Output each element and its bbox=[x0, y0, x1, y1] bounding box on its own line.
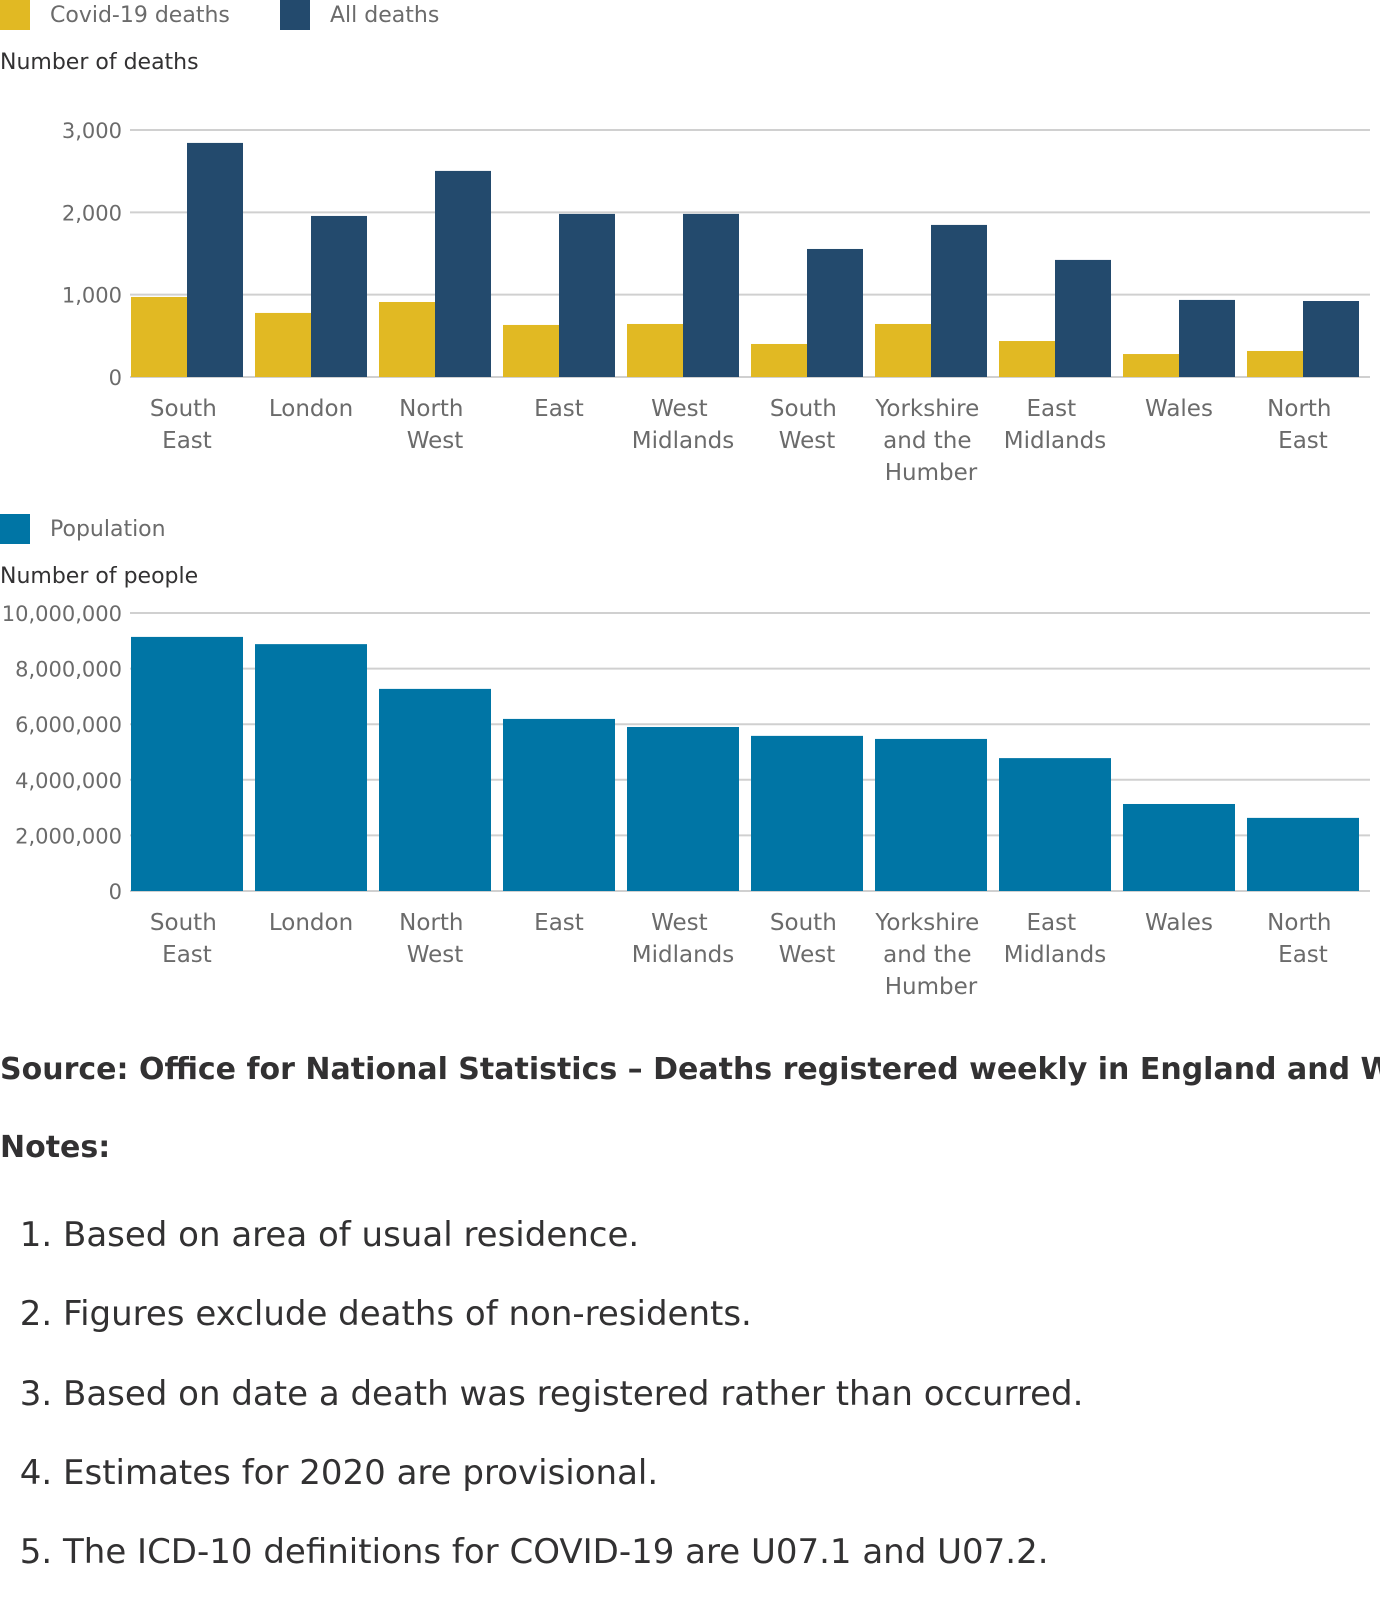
y-tick-label: 1,000 bbox=[62, 284, 122, 308]
bar bbox=[875, 738, 987, 891]
note: Based on area of usual residence. bbox=[63, 1212, 1083, 1291]
bar bbox=[1055, 259, 1111, 377]
legend-label: All deaths bbox=[330, 3, 439, 28]
x-tick-label: London bbox=[269, 910, 353, 936]
y-tick-label: 6,000,000 bbox=[15, 713, 122, 737]
note: Figures exclude deaths of non-residents. bbox=[63, 1291, 1083, 1370]
x-tick-label: West Midlands bbox=[632, 396, 734, 454]
bar bbox=[255, 644, 367, 891]
bar bbox=[875, 323, 931, 377]
x-tick-label: East Midlands bbox=[1004, 910, 1106, 968]
bar bbox=[1303, 301, 1359, 377]
x-tick-label: Wales bbox=[1145, 396, 1213, 422]
bar bbox=[131, 636, 243, 891]
bar bbox=[627, 726, 739, 891]
note: Based on date a death was registered rat… bbox=[63, 1371, 1083, 1450]
y-tick-label: 2,000 bbox=[62, 201, 122, 225]
legend-swatch bbox=[280, 0, 310, 30]
x-tick-label: Yorkshire and the Humber bbox=[874, 396, 986, 486]
charts: Covid-19 deaths All deaths Number of death… bbox=[0, 0, 1370, 1000]
y-axis-label: Number of deaths bbox=[0, 50, 199, 75]
y-tick-label: 3,000 bbox=[62, 119, 122, 143]
bar bbox=[627, 323, 683, 377]
note: Estimates for 2020 are provisional. bbox=[63, 1450, 1083, 1529]
y-tick-label: 2,000,000 bbox=[15, 824, 122, 848]
x-tick-label: London bbox=[269, 396, 353, 422]
bar bbox=[311, 215, 367, 377]
bar bbox=[999, 341, 1055, 377]
x-tick-label: East bbox=[534, 910, 584, 936]
x-tick-label: South West bbox=[770, 910, 844, 968]
bar bbox=[131, 296, 187, 377]
bar bbox=[379, 688, 491, 891]
y-tick-label: 10,000,000 bbox=[2, 602, 122, 626]
bar bbox=[1247, 817, 1359, 891]
y-tick-label: 0 bbox=[109, 880, 122, 904]
bar bbox=[751, 735, 863, 891]
bar bbox=[255, 312, 311, 377]
x-tick-label: Yorkshire and the Humber bbox=[874, 910, 986, 1000]
y-tick-label: 0 bbox=[109, 366, 122, 390]
bar bbox=[559, 213, 615, 377]
bar bbox=[503, 718, 615, 891]
notes-title: Notes: bbox=[0, 1130, 111, 1165]
x-tick-label: South West bbox=[770, 396, 844, 454]
bar bbox=[751, 343, 807, 377]
bar bbox=[1247, 350, 1303, 377]
source: Source: Office for National Statistics –… bbox=[0, 1052, 1380, 1087]
x-tick-label: North West bbox=[399, 396, 471, 454]
x-tick-label: West Midlands bbox=[632, 910, 734, 968]
legend-label: Population bbox=[50, 517, 166, 542]
y-axis-label: Number of people bbox=[0, 564, 198, 589]
bar bbox=[1179, 299, 1235, 377]
note: The ICD-10 definitions for COVID-19 are … bbox=[63, 1529, 1083, 1608]
bar bbox=[379, 301, 435, 377]
x-tick-label: East bbox=[534, 396, 584, 422]
x-tick-label: North West bbox=[399, 910, 471, 968]
x-tick-label: Wales bbox=[1145, 910, 1213, 936]
x-tick-label: North East bbox=[1267, 396, 1339, 454]
bar bbox=[931, 224, 987, 377]
bar bbox=[999, 758, 1111, 891]
bar bbox=[807, 248, 863, 377]
legend-swatch bbox=[0, 0, 30, 30]
y-tick-label: 8,000,000 bbox=[15, 658, 122, 682]
x-tick-label: South East bbox=[150, 396, 224, 454]
bar bbox=[1123, 354, 1179, 377]
legend-label: Covid-19 deaths bbox=[50, 3, 230, 28]
bar bbox=[1123, 803, 1235, 891]
bar bbox=[503, 324, 559, 377]
bar bbox=[435, 170, 491, 377]
legend-swatch bbox=[0, 514, 30, 544]
x-tick-label: East Midlands bbox=[1004, 396, 1106, 454]
x-tick-label: South East bbox=[150, 910, 224, 968]
y-tick-label: 4,000,000 bbox=[15, 769, 122, 793]
bar bbox=[683, 213, 739, 377]
notes-list: Based on area of usual residence.Figures… bbox=[0, 1212, 1083, 1608]
x-tick-label: North East bbox=[1267, 910, 1339, 968]
bar bbox=[187, 142, 243, 377]
